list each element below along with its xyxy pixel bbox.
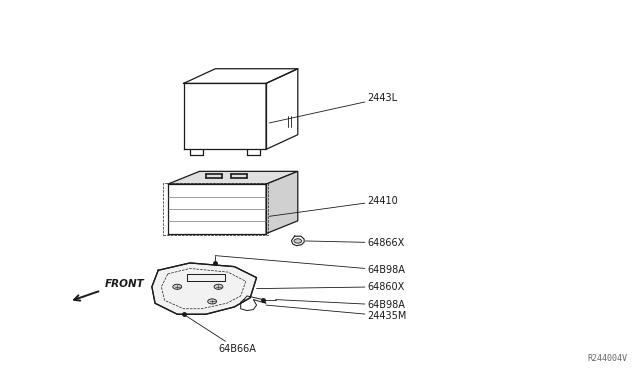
Circle shape (294, 239, 301, 243)
Text: 64860X: 64860X (257, 282, 405, 292)
Polygon shape (168, 171, 298, 184)
Circle shape (214, 284, 223, 289)
Text: 24435M: 24435M (266, 305, 407, 321)
Text: R244004V: R244004V (588, 354, 628, 363)
Text: FRONT: FRONT (104, 279, 144, 289)
Polygon shape (266, 171, 298, 234)
Circle shape (173, 284, 182, 289)
Text: 64B66A: 64B66A (184, 314, 257, 354)
Text: 64B98A: 64B98A (215, 256, 406, 275)
Text: 2443L: 2443L (269, 93, 397, 123)
Text: 64B98A: 64B98A (276, 299, 406, 310)
Text: 24410: 24410 (269, 196, 398, 217)
Text: 64866X: 64866X (305, 238, 405, 248)
Circle shape (208, 299, 216, 304)
Polygon shape (152, 263, 257, 314)
